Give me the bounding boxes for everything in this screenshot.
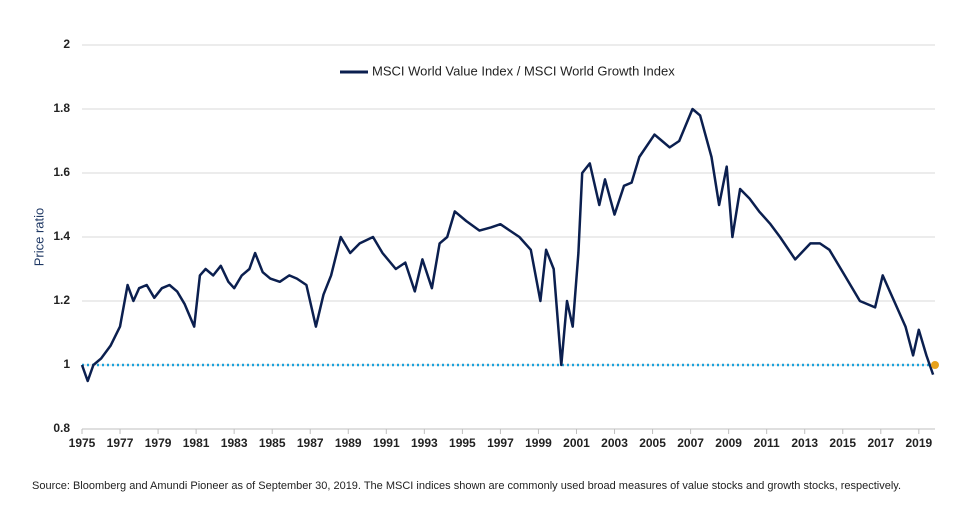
source-note: Source: Bloomberg and Amundi Pioneer as … bbox=[32, 480, 902, 492]
y-tick-label: 1 bbox=[63, 357, 70, 371]
y-tick-label: 1.6 bbox=[53, 165, 70, 179]
x-tick-label: 1991 bbox=[373, 436, 400, 450]
chart: Price ratio 0.8 1 1.2 1.4 1.6 1.8 2 1975 1977 197… bbox=[31, 37, 939, 450]
x-tick-label: 2007 bbox=[677, 436, 704, 450]
x-tick-label: 1987 bbox=[297, 436, 324, 450]
x-tick-label: 2015 bbox=[829, 436, 856, 450]
x-tick-label: 1995 bbox=[449, 436, 476, 450]
x-tick-label: 2001 bbox=[563, 436, 590, 450]
y-tick-label: 1.2 bbox=[53, 293, 70, 307]
x-tick-label: 1989 bbox=[335, 436, 362, 450]
x-tick-label: 2003 bbox=[601, 436, 628, 450]
data-line bbox=[80, 107, 935, 383]
x-tick-label: 1985 bbox=[259, 436, 286, 450]
x-tick-label: 1983 bbox=[221, 436, 248, 450]
x-tick-label: 2011 bbox=[754, 436, 780, 450]
x-tick-label: 1999 bbox=[525, 436, 552, 450]
y-tick-label: 1.4 bbox=[53, 229, 70, 243]
x-tick-label: 2009 bbox=[715, 436, 742, 450]
legend-label: MSCI World Value Index / MSCI World Grow… bbox=[372, 63, 675, 78]
x-tick-label: 2005 bbox=[639, 436, 666, 450]
reference-end-dot bbox=[931, 361, 939, 369]
x-tick-label: 2017 bbox=[867, 436, 894, 450]
x-tick-label: 2013 bbox=[791, 436, 818, 450]
x-tick-label: 1979 bbox=[145, 436, 172, 450]
x-tick-label: 1981 bbox=[183, 436, 210, 450]
y-tick-label: 0.8 bbox=[53, 421, 70, 435]
y-tick-label: 2 bbox=[63, 37, 70, 51]
x-tick-label: 1993 bbox=[411, 436, 438, 450]
y-tick-label: 1.8 bbox=[53, 101, 70, 115]
x-tick-label: 2019 bbox=[905, 436, 932, 450]
x-tick-label: 1997 bbox=[487, 436, 514, 450]
y-axis-label: Price ratio bbox=[31, 208, 46, 267]
x-tick-label: 1975 bbox=[69, 436, 96, 450]
x-tick-label: 1977 bbox=[107, 436, 134, 450]
